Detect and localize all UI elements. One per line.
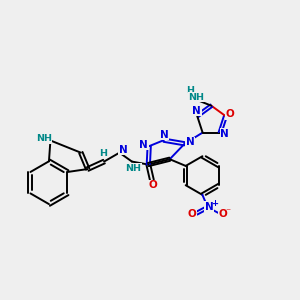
Text: O: O — [226, 110, 235, 119]
Text: +: + — [211, 199, 218, 208]
Text: H: H — [186, 86, 194, 95]
Text: O: O — [188, 209, 197, 220]
Text: N: N — [192, 106, 201, 116]
Text: NH: NH — [125, 164, 142, 172]
Text: NH: NH — [36, 134, 52, 143]
Text: NH: NH — [188, 93, 205, 102]
Text: N: N — [160, 130, 169, 140]
Text: O: O — [148, 180, 157, 190]
Text: N: N — [119, 145, 128, 155]
Text: N: N — [140, 140, 148, 150]
Text: N: N — [186, 137, 194, 147]
Text: ⁻: ⁻ — [225, 207, 230, 217]
Text: H: H — [99, 149, 107, 158]
Text: N: N — [205, 202, 213, 212]
Text: O: O — [219, 209, 228, 220]
Text: N: N — [220, 129, 229, 139]
